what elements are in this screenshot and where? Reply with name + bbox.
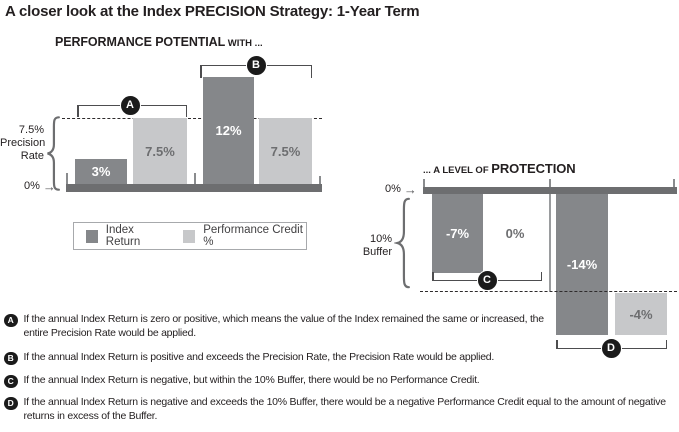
footnote-a-text: If the annual Index Return is zero or po… [23, 313, 545, 339]
buffer-brace-icon [394, 196, 411, 290]
marker-d-icon: D [600, 337, 622, 359]
marker-c-letter: C [483, 274, 491, 286]
bar-a-performance-credit: 7.5% [133, 118, 187, 184]
right-chart-group-divider [549, 194, 551, 291]
bar-d-performance-credit: -4% [615, 293, 667, 335]
precision-rate-dashed-line [62, 118, 322, 119]
footnote-b-marker-icon: B [4, 351, 18, 365]
bar-a-index-value: 3% [91, 164, 111, 179]
bar-b-index-value: 12% [215, 123, 242, 138]
footnote-d-text: If the annual Index Return is negative a… [23, 396, 667, 422]
bar-d-credit-value: -4% [629, 306, 653, 322]
index-return-swatch-icon [86, 229, 98, 243]
bar-c-credit-value: 0% [505, 226, 525, 241]
footnote-a: A If the annual Index Return is zero or … [4, 313, 549, 340]
page-title: A closer look at the Index PRECISION Str… [5, 3, 420, 20]
marker-a-icon: A [119, 94, 141, 116]
left-chart-heading: PERFORMANCE POTENTIAL WITH ... [55, 33, 263, 51]
marker-a-letter: A [126, 99, 134, 111]
marker-d-letter: D [607, 342, 615, 354]
performance-credit-swatch-icon [183, 229, 196, 243]
bar-d-index-return: -14% [556, 194, 608, 335]
right-arrow-icon: → [42, 178, 56, 194]
marker-b-letter: B [252, 59, 260, 71]
bar-b-performance-credit: 7.5% [259, 118, 312, 184]
bar-b-credit-value: 7.5% [270, 143, 301, 159]
left-chart-tick-middle [194, 173, 196, 184]
right-chart-tick-start [423, 179, 425, 187]
left-chart-baseline [66, 184, 322, 192]
precision-rate-brace-icon [44, 115, 61, 192]
marker-c-icon: C [476, 269, 498, 291]
bar-a-credit-value: 7.5% [145, 143, 175, 159]
bar-b-index-return: 12% [203, 77, 254, 184]
legend: Index Return Performance Credit % [73, 222, 307, 250]
footnote-c: C If the annual Index Return is negative… [4, 374, 664, 388]
right-chart-tick-middle [549, 179, 551, 187]
bar-a-index-return: 3% [75, 159, 127, 184]
right-arrow-icon: → [403, 181, 417, 197]
legend-index-return-label: Index Return [105, 224, 141, 248]
footnote-b: B If the annual Index Return is positive… [4, 351, 664, 365]
bar-c-index-value: -7% [445, 226, 470, 241]
right-chart-heading: ... A LEVEL OF PROTECTION [423, 160, 576, 178]
bar-c-index-return: -7% [432, 194, 483, 273]
left-chart-heading-suffix: WITH ... [225, 38, 263, 49]
precision-rate-label: 7.5% Precision Rate [0, 124, 46, 162]
legend-performance-credit-label: Performance Credit % [203, 224, 303, 248]
left-chart-tick-end [319, 176, 321, 184]
legend-item-performance-credit: Performance Credit % [183, 224, 306, 248]
right-chart-baseline [423, 187, 677, 194]
right-chart-zero-label: 0% → [385, 181, 417, 197]
right-chart-heading-main: PROTECTION [491, 161, 576, 176]
footnote-c-text: If the annual Index Return is negative, … [23, 374, 480, 386]
buffer-dashed-line [420, 291, 677, 292]
right-chart-heading-prefix: ... A LEVEL OF [423, 165, 492, 176]
footnote-a-marker-icon: A [4, 313, 18, 327]
footnote-d: D If the annual Index Return is negative… [4, 396, 679, 423]
buffer-label: 10% Buffer [362, 233, 392, 258]
bar-d-index-value: -14% [566, 257, 598, 272]
left-chart-zero-label: 0% → [24, 178, 56, 194]
footnote-b-text: If the annual Index Return is positive a… [23, 351, 495, 363]
marker-b-icon: B [245, 54, 267, 76]
left-chart-heading-main: PERFORMANCE POTENTIAL [55, 35, 226, 49]
legend-item-index-return: Index Return [86, 224, 165, 248]
footnote-c-marker-icon: C [4, 374, 18, 388]
left-chart-tick-start [66, 173, 68, 184]
footnote-d-marker-icon: D [4, 396, 18, 410]
right-chart-tick-end [673, 179, 675, 187]
